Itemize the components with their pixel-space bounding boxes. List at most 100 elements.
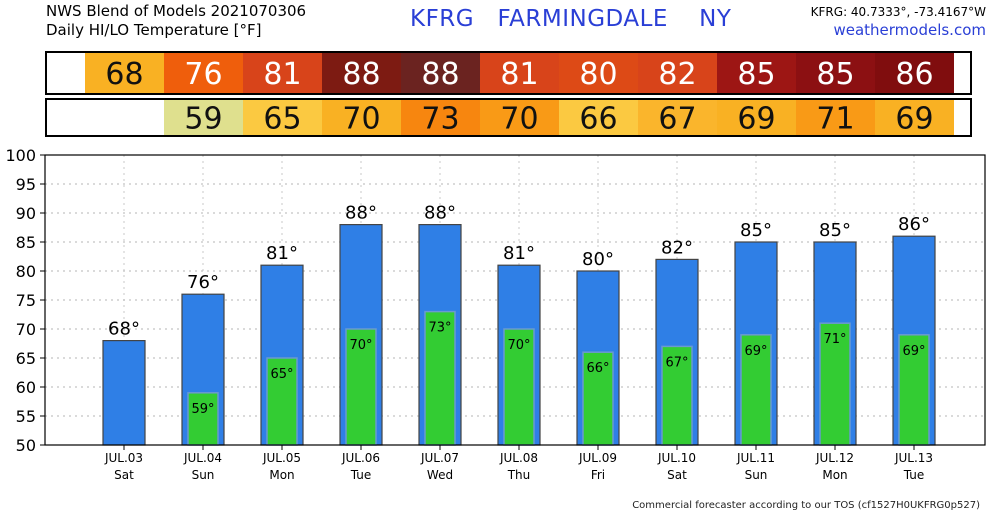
y-tick-label: 80 [16, 262, 36, 281]
x-tick-label: JUL.04 [183, 451, 222, 465]
x-tick-label: JUL.10 [657, 451, 696, 465]
high-bar-label: 82° [661, 237, 693, 258]
high-strip-value: 76 [184, 57, 222, 92]
low-strip-cell [796, 100, 875, 135]
station-title: KFRG FARMINGDALE NY [410, 6, 732, 32]
high-strip-value: 85 [737, 57, 775, 92]
high-strip-value: 86 [895, 57, 933, 92]
x-tick-label: JUL.11 [736, 451, 775, 465]
low-strip-value: 69 [737, 102, 775, 137]
low-bar [898, 334, 930, 446]
y-tick-label: 100 [5, 146, 36, 165]
y-tick-label: 70 [16, 320, 36, 339]
station-coordinates: KFRG: 40.7333°, -73.4167°W [810, 5, 986, 19]
low-bar [187, 392, 219, 446]
low-strip-value: 71 [816, 102, 854, 137]
low-strip-cell [638, 100, 717, 135]
x-tick-label: JUL.08 [499, 451, 538, 465]
x-weekday-label: Sat [667, 468, 687, 482]
high-strip-cell [243, 53, 322, 93]
low-bar-label: 66° [586, 361, 609, 376]
high-strip-cell [164, 53, 243, 93]
high-bar [102, 340, 146, 446]
low-strip-value: 59 [184, 102, 222, 137]
high-strip-cell [85, 53, 164, 93]
high-strip-cell [638, 53, 717, 93]
x-tick-label: JUL.12 [815, 451, 854, 465]
x-weekday-label: Sun [192, 468, 215, 482]
low-bar-label: 67° [665, 355, 688, 370]
high-strip-value: 88 [342, 57, 380, 92]
temperature-chart: 68 76 81 88 88 81 80 82 85 85 86 59 65 70 73 70 66 67 69 71… [5, 51, 986, 482]
high-strip-value: 81 [500, 57, 538, 92]
x-weekday-label: Wed [427, 468, 453, 482]
x-weekday-label: Thu [507, 468, 531, 482]
x-weekday-label: Sun [745, 468, 768, 482]
model-run-title: NWS Blend of Models 2021070306 [46, 2, 307, 20]
header-right: KFRG: 40.7333°, -73.4167°W weathermodels… [811, 4, 986, 40]
x-weekday-label: Sat [114, 468, 134, 482]
high-strip-value: 85 [816, 57, 854, 92]
site-link[interactable]: weathermodels.com [833, 21, 986, 39]
low-strip-cell [243, 100, 322, 135]
low-strip-value: 67 [658, 102, 696, 137]
high-bar-label: 88° [345, 203, 377, 224]
low-bar [503, 328, 535, 446]
low-strip-value: 65 [263, 102, 301, 137]
x-weekday-label: Mon [822, 468, 847, 482]
high-strip-cell [322, 53, 401, 93]
high-bar-label: 85° [819, 220, 851, 241]
y-tick-label: 85 [16, 233, 36, 252]
high-strip-value: 88 [421, 57, 459, 92]
chart-title: Daily HI/LO Temperature [°F] [46, 21, 262, 39]
low-strip-cell [559, 100, 638, 135]
low-bar-label: 70° [507, 338, 530, 353]
high-strip-value: 81 [263, 57, 301, 92]
x-tick-label: JUL.06 [341, 451, 380, 465]
plot-area: 50 55 60 65 70 75 80 85 90 95 100 68° JUL.03 Sat 76° 59… [5, 146, 986, 482]
high-bar-label: 85° [740, 220, 772, 241]
x-tick-label: JUL.13 [894, 451, 933, 465]
high-strip-value: 68 [105, 57, 143, 92]
high-strip-cell [480, 53, 559, 93]
low-strip-cell [875, 100, 954, 135]
low-bar-label: 71° [823, 332, 846, 347]
low-bar [661, 345, 693, 446]
high-strip-value: 80 [579, 57, 617, 92]
low-strip-value: 70 [342, 102, 380, 137]
high-strip-value: 82 [658, 57, 696, 92]
low-bar [819, 322, 851, 446]
low-strip-value: 66 [579, 102, 617, 137]
low-bar-label: 70° [349, 338, 372, 353]
x-tick-label: JUL.09 [578, 451, 617, 465]
high-strip-cell [796, 53, 875, 93]
low-bar-label: 69° [902, 344, 925, 359]
high-strip-cell [401, 53, 480, 93]
y-tick-label: 90 [16, 204, 36, 223]
plot-frame [44, 154, 986, 446]
temperature-strips: 68 76 81 88 88 81 80 82 85 85 86 59 65 70 73 70 66 67 69 71… [45, 51, 972, 137]
high-strip-cell [559, 53, 638, 93]
x-weekday-label: Mon [269, 468, 294, 482]
low-bar-label: 65° [270, 367, 293, 382]
footer-note: Commercial forecaster according to our T… [632, 500, 980, 511]
high-bar-label: 81° [266, 243, 298, 264]
low-strip-cell [164, 100, 243, 135]
low-strip-cell [480, 100, 559, 135]
low-bar [345, 328, 377, 446]
x-weekday-label: Tue [903, 468, 925, 482]
low-bar [740, 334, 772, 446]
high-bar-label: 76° [187, 272, 219, 293]
x-weekday-label: Fri [591, 468, 605, 482]
x-tick-label: JUL.05 [262, 451, 301, 465]
x-tick-label: JUL.03 [104, 451, 143, 465]
high-bar-label: 88° [424, 203, 456, 224]
y-tick-label: 75 [16, 291, 36, 310]
high-strip-cell [717, 53, 796, 93]
high-bar-label: 81° [503, 243, 535, 264]
low-bar-label: 59° [191, 402, 214, 417]
low-strip-value: 69 [895, 102, 933, 137]
low-strip-cell [401, 100, 480, 135]
low-strip-value: 70 [500, 102, 538, 137]
low-bar [582, 351, 614, 446]
